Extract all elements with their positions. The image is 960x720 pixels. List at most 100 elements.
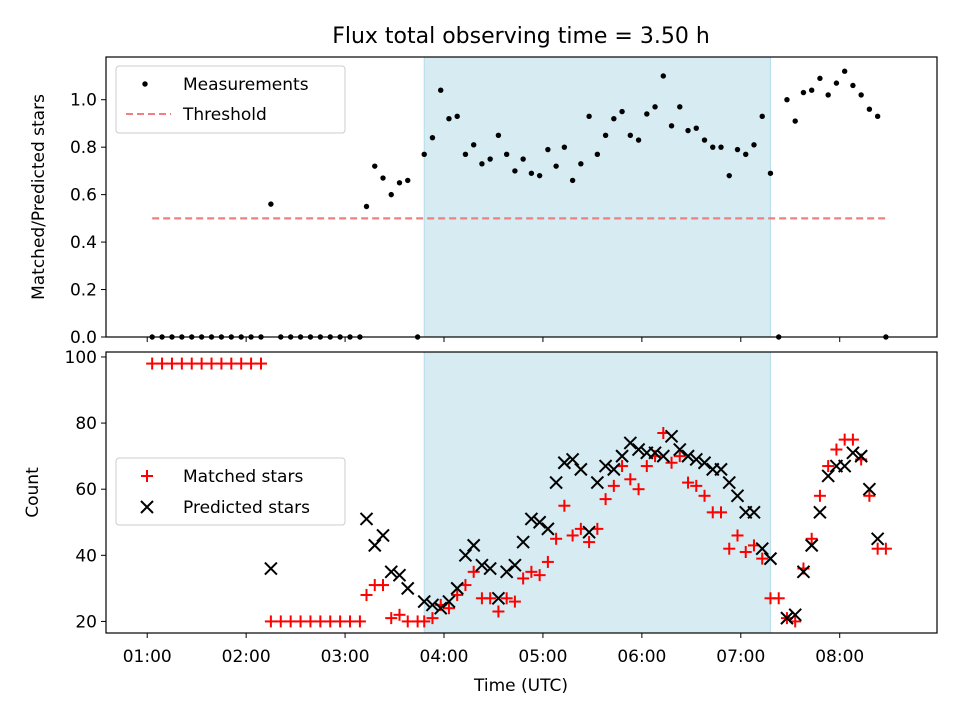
- matched-star-point: [846, 433, 859, 446]
- matched-star-point: [550, 532, 563, 545]
- matched-star-point: [533, 569, 546, 582]
- measurement-point: [627, 132, 634, 139]
- predicted-star-point: [264, 561, 278, 576]
- measurement-point: [701, 137, 708, 143]
- measurement-point: [726, 172, 732, 179]
- measurement-point: [569, 177, 576, 184]
- matched-star-point: [739, 546, 752, 559]
- measurement-point: [660, 73, 666, 79]
- measurements-legend-marker: [142, 81, 148, 87]
- measurement-point: [545, 146, 551, 153]
- matched-star-point: [632, 483, 645, 496]
- measurement-point: [495, 132, 502, 139]
- measurement-point: [388, 191, 394, 198]
- matched-star-point: [624, 473, 637, 486]
- measurement-point: [520, 156, 526, 162]
- predicted-star-point: [664, 429, 679, 444]
- measurement-point: [503, 151, 510, 157]
- y-tick-label: 40: [75, 546, 97, 566]
- predicted-star-point: [442, 594, 456, 609]
- predicted-star-point: [532, 515, 547, 529]
- y-tick-label: 60: [75, 480, 97, 500]
- measurement-point: [693, 125, 699, 131]
- measurement-point: [710, 144, 716, 150]
- measurement-point: [561, 144, 568, 150]
- predicted-star-point: [722, 475, 736, 490]
- matched-star-point: [418, 615, 431, 628]
- predicted-star-point: [541, 522, 555, 536]
- predicted-star-point: [549, 475, 563, 490]
- measurement-point: [817, 75, 823, 82]
- predicted-star-point: [730, 489, 745, 503]
- predicted-star-point: [434, 601, 448, 615]
- measurement-point: [602, 132, 609, 139]
- predicted-star-point: [763, 551, 778, 566]
- measurement-point: [586, 113, 592, 120]
- predicted-star-point: [401, 581, 415, 596]
- predicted-star-point: [607, 462, 621, 477]
- predicted-star-point: [483, 561, 497, 576]
- matched-star-point: [879, 542, 892, 555]
- predicted-star-point: [697, 456, 712, 470]
- matched-star-point: [607, 479, 620, 492]
- measurement-point: [454, 113, 460, 120]
- measurement-point: [825, 92, 831, 98]
- x-tick-label: 07:00: [716, 647, 765, 667]
- measurement-point: [841, 68, 848, 74]
- measurement-point: [767, 170, 774, 176]
- matched-star-point: [830, 443, 843, 456]
- measurement-point: [677, 104, 683, 110]
- matched-star-point: [254, 357, 267, 370]
- measurement-point: [372, 163, 378, 169]
- measurement-point: [479, 161, 485, 167]
- measurement-point: [462, 151, 469, 157]
- top-y-axis-label: Matched/Predicted stars: [29, 94, 49, 300]
- predicted-star-point: [508, 558, 522, 572]
- x-tick-label: 02:00: [222, 647, 271, 667]
- predicted-star-point: [590, 475, 605, 490]
- x-axis-ticks: 01:00 02:00 03:00 04:00 05:00 06:00 07:00 08:00: [123, 633, 864, 667]
- measurement-point: [380, 175, 386, 181]
- x-tick-label: 03:00: [321, 647, 370, 667]
- bottom-panel-marks: [146, 357, 892, 628]
- observing-window-shade: [423, 56, 771, 338]
- predicted-star-point: [755, 541, 769, 556]
- matched-star-point: [772, 592, 785, 605]
- measurement-point: [751, 142, 757, 148]
- y-tick-label: 0.4: [70, 233, 97, 253]
- matched-star-point: [492, 605, 505, 618]
- predicted-star-point: [788, 608, 802, 622]
- chart-title: Flux total observing time = 3.50 h: [332, 24, 710, 49]
- predicted-stars-legend-marker: [140, 500, 154, 514]
- matched-star-point: [426, 612, 439, 625]
- matched-star-point: [541, 555, 554, 568]
- observing-window-shade: [423, 351, 771, 634]
- predicted-star-point: [565, 452, 580, 467]
- measurement-point: [644, 111, 650, 117]
- predicted-star-point: [475, 558, 489, 572]
- measurement-point: [759, 113, 765, 120]
- measurement-point: [808, 87, 815, 93]
- measurement-point: [635, 137, 642, 143]
- bottom-panel: 20 40 60 80 100 01:00 02:00 03:00 04:00 05:00 06:…: [23, 348, 938, 696]
- predicted-star-point: [631, 442, 646, 457]
- measurement-point: [668, 123, 675, 129]
- matched-star-point: [640, 460, 653, 473]
- predicted-star-point: [582, 525, 596, 539]
- measurement-point: [743, 151, 749, 157]
- measurement-point: [734, 146, 741, 153]
- y-tick-label: 0.8: [70, 138, 97, 158]
- matched-star-point: [583, 536, 596, 549]
- measurement-point: [866, 106, 873, 112]
- matched-star-point: [451, 588, 464, 601]
- predicted-star-point: [714, 462, 728, 477]
- top-panel-marks: [149, 68, 889, 340]
- measurement-point: [405, 177, 411, 184]
- measurement-point: [396, 180, 403, 186]
- measurement-point: [594, 151, 601, 157]
- matched-star-point: [690, 479, 703, 492]
- predicted-star-point: [623, 436, 638, 450]
- legend-label-threshold: Threshold: [182, 105, 267, 125]
- matched-star-point: [731, 529, 744, 542]
